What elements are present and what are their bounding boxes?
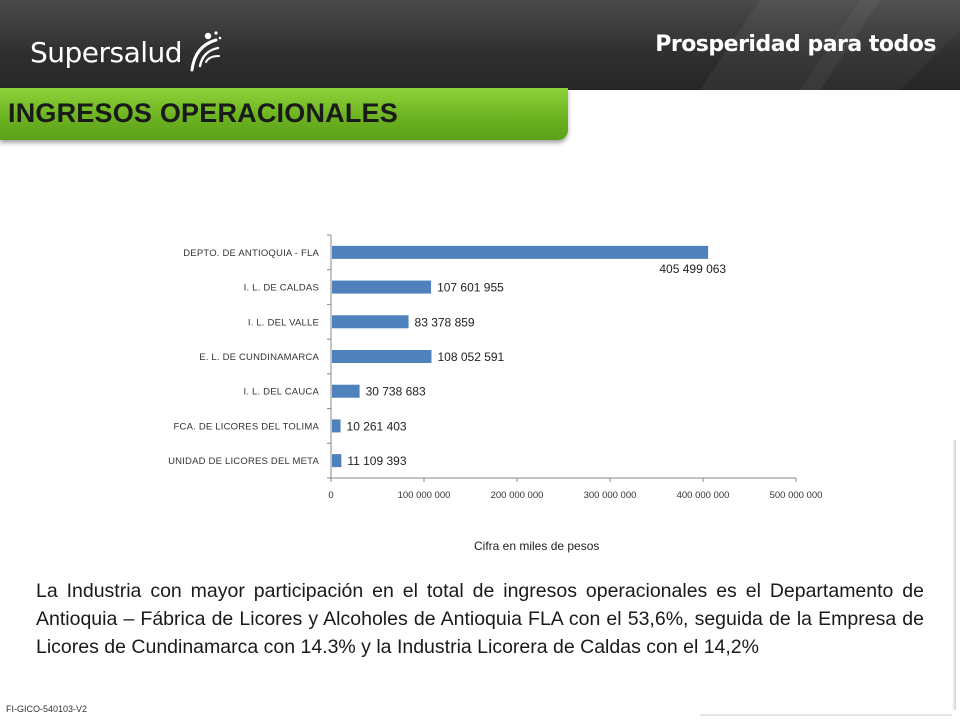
- prosperidad-logo: Prosperidad para todos: [655, 32, 936, 57]
- category-label: E. L. DE CUNDINAMARCA: [199, 352, 319, 363]
- page-shadow-bottom: [700, 713, 952, 716]
- bar: [332, 280, 432, 294]
- x-tick-label: 200 000 000: [491, 490, 544, 501]
- x-tick-label: 300 000 000: [584, 490, 637, 501]
- unit-note: Cifra en miles de pesos: [474, 539, 600, 553]
- page-title: INGRESOS OPERACIONALES: [8, 98, 398, 128]
- supersalud-figure-icon: [190, 31, 222, 72]
- x-tick-label: 0: [328, 490, 333, 501]
- bar: [332, 454, 342, 468]
- document-code: FI-GICO-540103-V2: [6, 704, 88, 714]
- title-banner: INGRESOS OPERACIONALES: [0, 88, 568, 140]
- bar: [332, 350, 432, 363]
- x-tick-label: 400 000 000: [677, 490, 730, 501]
- data-label: 405 499 063: [659, 262, 726, 276]
- bar: [332, 245, 709, 259]
- summary-paragraph: La Industria con mayor participación en …: [36, 580, 924, 658]
- x-tick-label: 500 000 000: [770, 490, 823, 501]
- category-label: I. L. DEL CAUCA: [243, 387, 319, 398]
- category-label: DEPTO. DE ANTIOQUIA - FLA: [183, 248, 319, 259]
- category-label: I. L. DEL VALLE: [248, 317, 319, 328]
- supersalud-logo: Supersalud: [30, 30, 224, 74]
- bar: [332, 384, 360, 398]
- x-tick-label: 100 000 000: [398, 490, 451, 501]
- header-swoosh-decoration: [700, 0, 960, 90]
- data-label: 10 261 403: [347, 419, 407, 433]
- category-label: FCA. DE LICORES DEL TOLIMA: [174, 421, 320, 432]
- data-label: 83 378 859: [415, 315, 475, 329]
- header-bar: Supersalud Prosperidad para todos: [0, 0, 960, 90]
- supersalud-logo-text: Supersalud: [30, 35, 183, 69]
- data-label: 11 109 393: [347, 454, 406, 468]
- data-label: 30 738 683: [366, 385, 426, 399]
- category-label: UNIDAD DE LICORES DEL META: [168, 456, 319, 467]
- bar: [332, 419, 341, 433]
- page-shadow-right: [952, 440, 956, 710]
- bar: [332, 315, 409, 329]
- category-label: I. L. DE CALDAS: [244, 283, 319, 294]
- data-label: 107 601 955: [437, 281, 504, 295]
- data-label: 108 052 591: [437, 350, 504, 364]
